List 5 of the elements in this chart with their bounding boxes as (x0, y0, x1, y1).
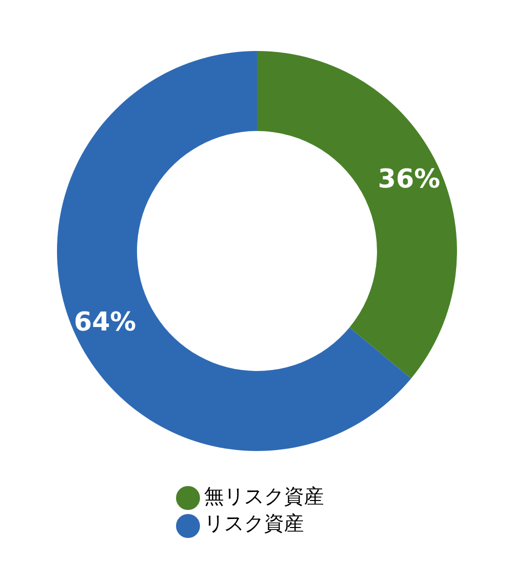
legend-label: リスク資産 (204, 511, 304, 536)
donut-slice (257, 51, 457, 378)
data-label: 64% (74, 308, 136, 338)
data-label: 36% (378, 164, 440, 194)
legend-label: 無リスク資産 (204, 484, 324, 508)
